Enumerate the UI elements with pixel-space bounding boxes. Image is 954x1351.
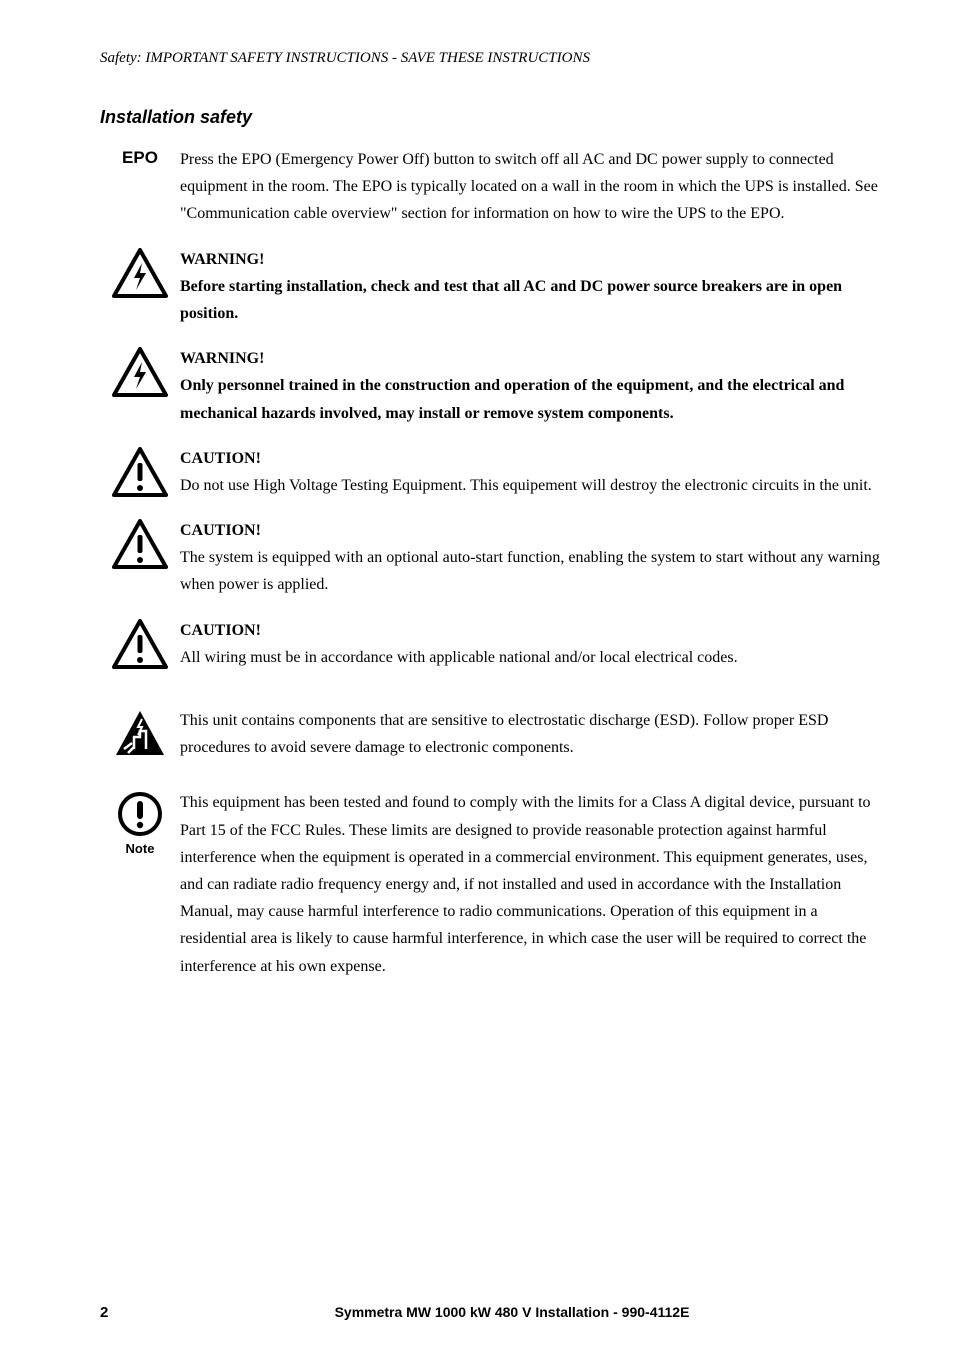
block-body: The system is equipped with an optional … [180, 549, 880, 593]
footer-title: Symmetra MW 1000 kW 480 V Installation -… [140, 1304, 884, 1320]
block-heading: WARNING! [180, 345, 884, 372]
block-body: This unit contains components that are s… [180, 712, 828, 756]
block-body: All wiring must be in accordance with ap… [180, 649, 738, 666]
hazard-bolt-icon [100, 345, 180, 397]
page-number: 2 [100, 1304, 140, 1321]
block-text: This unit contains components that are s… [180, 707, 884, 761]
caution-block: CAUTION! All wiring must be in accordanc… [100, 617, 884, 671]
block-text: CAUTION! All wiring must be in accordanc… [180, 617, 884, 671]
running-head: Safety: IMPORTANT SAFETY INSTRUCTIONS - … [100, 50, 884, 67]
block-body: Only personnel trained in the constructi… [180, 377, 844, 421]
block-heading: WARNING! [180, 246, 884, 273]
hazard-exclamation-icon [100, 517, 180, 569]
block-heading: CAUTION! [180, 445, 884, 472]
note-block: Note This equipment has been tested and … [100, 789, 884, 979]
block-body: Do not use High Voltage Testing Equipmen… [180, 477, 872, 494]
hazard-bolt-icon [100, 246, 180, 298]
block-heading: CAUTION! [180, 517, 884, 544]
block-text: This equipment has been tested and found… [180, 789, 884, 979]
block-text: CAUTION! Do not use High Voltage Testing… [180, 445, 884, 499]
hazard-exclamation-icon [100, 617, 180, 669]
block-text: Press the EPO (Emergency Power Off) butt… [180, 146, 884, 228]
block-text: WARNING! Only personnel trained in the c… [180, 345, 884, 427]
caution-block: CAUTION! Do not use High Voltage Testing… [100, 445, 884, 499]
esd-block: This unit contains components that are s… [100, 707, 884, 761]
block-body: This equipment has been tested and found… [180, 794, 871, 974]
block-text: WARNING! Before starting installation, c… [180, 246, 884, 328]
esd-icon [100, 707, 180, 757]
block-body: Before starting installation, check and … [180, 278, 842, 322]
section-title: Installation safety [100, 107, 884, 128]
note-icon: Note [100, 789, 180, 856]
warning-block: WARNING! Before starting installation, c… [100, 246, 884, 328]
block-body: Press the EPO (Emergency Power Off) butt… [180, 151, 878, 222]
hazard-exclamation-icon [100, 445, 180, 497]
block-heading: CAUTION! [180, 617, 884, 644]
warning-block: WARNING! Only personnel trained in the c… [100, 345, 884, 427]
block-text: CAUTION! The system is equipped with an … [180, 517, 884, 599]
info-block-epo: EPO Press the EPO (Emergency Power Off) … [100, 146, 884, 228]
page: Safety: IMPORTANT SAFETY INSTRUCTIONS - … [0, 0, 954, 1351]
epo-label: EPO [100, 146, 180, 168]
caution-block: CAUTION! The system is equipped with an … [100, 517, 884, 599]
page-footer: 2 Symmetra MW 1000 kW 480 V Installation… [100, 1304, 884, 1321]
note-label: Note [126, 841, 155, 856]
